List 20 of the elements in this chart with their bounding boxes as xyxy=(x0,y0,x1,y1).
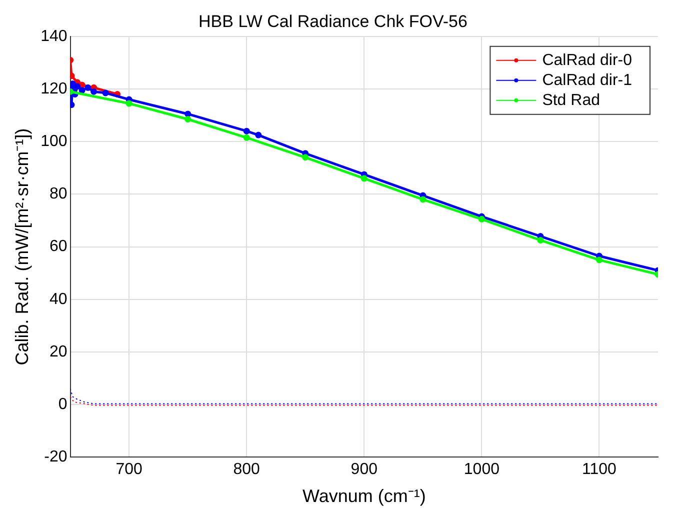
y-tick-label: 120 xyxy=(40,80,68,98)
y-tick-label: 140 xyxy=(40,28,68,45)
y-tick-label: 60 xyxy=(50,238,68,256)
x-axis-title: Wavnum (cm⁻¹) xyxy=(302,486,426,506)
y-tick-label: -20 xyxy=(44,448,68,466)
x-tick-label: 1100 xyxy=(582,461,617,478)
legend-label: Std Rad xyxy=(542,92,600,109)
x-tick-label: 700 xyxy=(116,461,143,478)
y-tick-label: 0 xyxy=(58,396,68,414)
y-tick-label: 40 xyxy=(50,290,68,308)
x-tick-label: 800 xyxy=(233,461,260,478)
x-tick-label: 1000 xyxy=(464,461,500,478)
y-tick-label: 20 xyxy=(50,343,68,360)
legend-label: CalRad dir-1 xyxy=(542,72,632,89)
y-axis-title: Calib. Rad. (mW/[m²·sr·cm⁻¹]) xyxy=(12,128,32,366)
chart-title: HBB LW Cal Radiance Chk FOV-56 xyxy=(198,12,468,31)
legend-label: CalRad dir-0 xyxy=(542,52,632,69)
y-tick-label: 100 xyxy=(40,133,68,150)
y-tick-label: 80 xyxy=(50,186,68,203)
x-tick-label: 900 xyxy=(350,461,378,478)
